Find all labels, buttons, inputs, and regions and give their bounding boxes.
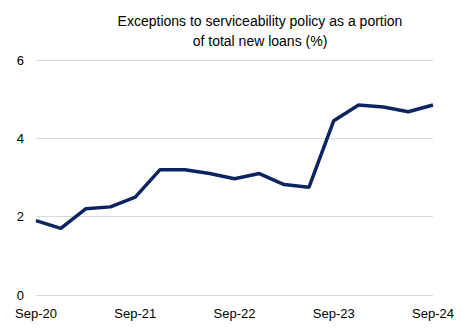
svg-text:0: 0 (17, 288, 24, 303)
svg-text:Sep-22: Sep-22 (214, 306, 256, 321)
svg-text:2: 2 (17, 209, 24, 224)
svg-text:Sep-23: Sep-23 (313, 306, 355, 321)
svg-text:Exceptions to serviceability p: Exceptions to serviceability policy as a… (118, 13, 403, 29)
svg-text:6: 6 (17, 53, 24, 68)
svg-text:Sep-21: Sep-21 (114, 306, 156, 321)
svg-text:Sep-20: Sep-20 (15, 306, 57, 321)
svg-text:4: 4 (17, 131, 24, 146)
svg-text:of total new loans (%): of total new loans (%) (193, 33, 328, 49)
svg-text:Sep-24: Sep-24 (412, 306, 454, 321)
